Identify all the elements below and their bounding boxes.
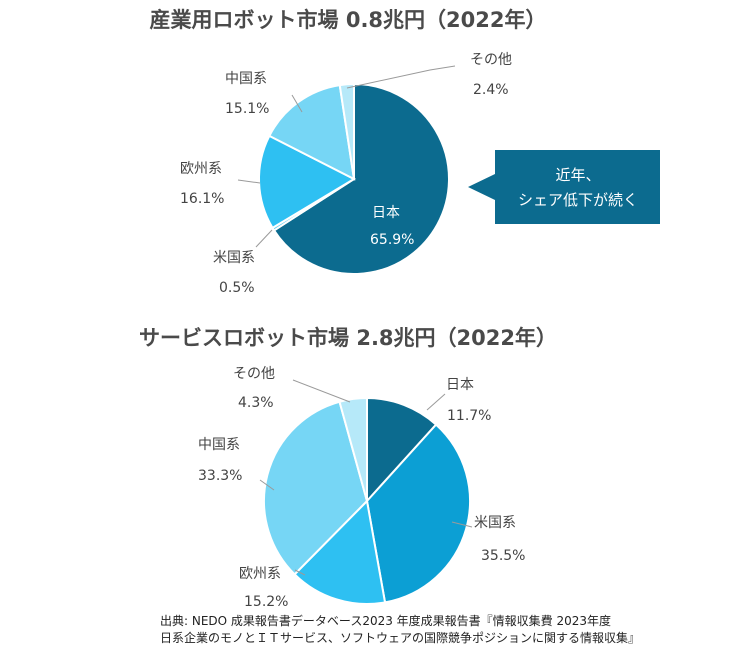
leader-line-other-2	[292, 379, 351, 403]
leader-line-europe-2	[294, 569, 306, 576]
label-value-other-2: 4.3%	[238, 395, 274, 411]
leader-line-us-2	[451, 521, 473, 528]
callout-line2: シェア低下が続く	[518, 191, 638, 209]
industrial-slice-4	[338, 82, 355, 180]
service-slice-0	[366, 396, 438, 504]
label-value-china-2: 33.3%	[198, 468, 242, 484]
label-name-china: 中国系	[225, 71, 267, 87]
service-slice-2	[293, 498, 387, 605]
label-value-japan-2: 11.7%	[447, 408, 491, 424]
callout-box	[468, 150, 660, 224]
industrial-chart-title: 産業用ロボット市場 0.8兆円（2022年）	[149, 8, 547, 32]
source-line1: 出典: NEDO 成果報告書データベース2023 年度成果報告書『情報収集費 2…	[160, 614, 612, 628]
label-name-us: 米国系	[213, 250, 255, 266]
label-name-other: その他	[470, 52, 512, 68]
label-value-us: 0.5%	[219, 280, 255, 296]
source-citation: 出典: NEDO 成果報告書データベース2023 年度成果報告書『情報収集費 2…	[160, 613, 640, 647]
label-value-japan: 65.9%	[370, 232, 414, 248]
label-name-japan: 日本	[372, 205, 400, 221]
label-value-us-2: 35.5%	[481, 548, 525, 564]
callout-line1: 近年、	[555, 166, 600, 184]
label-value-europe-2: 15.2%	[244, 594, 288, 610]
source-line2: 日系企業のモノとＩＴサービス、ソフトウェアの国際競争ポジションに関する情報収集』	[160, 631, 641, 645]
label-value-other: 2.4%	[473, 82, 509, 98]
industrial-slice-3	[268, 83, 356, 181]
label-value-europe: 16.1%	[180, 191, 224, 207]
label-value-china: 15.1%	[225, 101, 269, 117]
leader-line-other	[346, 65, 456, 89]
industrial-slice-0	[272, 82, 450, 275]
service-slice-3	[263, 400, 369, 576]
service-leader-lines	[259, 379, 473, 576]
industrial-slice-2	[258, 134, 357, 230]
service-slice-1	[365, 423, 471, 604]
label-name-us-2: 米国系	[474, 515, 516, 531]
label-name-japan-2: 日本	[446, 377, 474, 393]
label-name-europe-2: 欧州系	[239, 566, 281, 582]
label-name-europe: 欧州系	[180, 161, 222, 177]
service-chart-title: サービスロボット市場 2.8兆円（2022年）	[139, 326, 557, 350]
leader-line-japan-2	[426, 393, 446, 411]
industrial-leader-lines	[237, 65, 456, 248]
decline-callout: 近年、 シェア低下が続く	[468, 150, 660, 224]
industrial-pie	[258, 82, 450, 275]
leader-line-us	[255, 229, 273, 248]
leader-line-china	[291, 94, 303, 113]
leader-line-china-2	[259, 479, 275, 491]
leader-line-europe	[237, 179, 261, 184]
service-slice-4	[338, 396, 368, 502]
service-pie	[263, 396, 471, 605]
label-name-other-2: その他	[233, 366, 275, 382]
label-name-china-2: 中国系	[198, 437, 240, 453]
